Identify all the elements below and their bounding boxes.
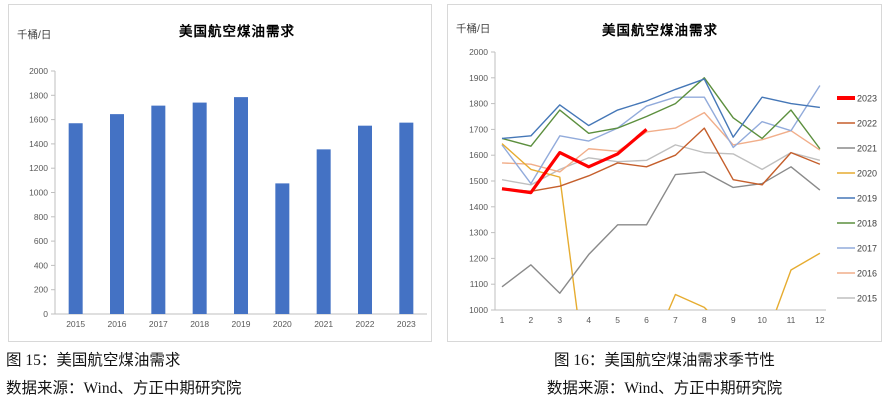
- legend-label-2015: 2015: [857, 294, 877, 304]
- legend-label-2020: 2020: [857, 169, 877, 179]
- figure-16-caption-source: 数据来源：Wind、方正中期研究院: [546, 380, 783, 397]
- bar-2019: [234, 97, 248, 314]
- y-tick-label: 1800: [469, 99, 488, 109]
- x-tick-label: 2018: [190, 319, 209, 329]
- y-tick-label: 400: [34, 260, 48, 270]
- y-tick-label: 1400: [29, 139, 48, 149]
- legend-label-2022: 2022: [857, 119, 877, 129]
- y-tick-label: 600: [34, 236, 48, 246]
- y-tick-label: 0: [43, 309, 48, 319]
- bar-2020: [275, 183, 290, 314]
- x-tick-label: 12: [815, 315, 825, 325]
- figure-16-caption: 图 16：美国航空煤油需求季节性 数据来源：Wind、方正中期研究院: [447, 347, 882, 403]
- x-tick-label: 5: [615, 315, 620, 325]
- figure-15-caption-title: 图 15：美国航空煤油需求: [6, 352, 181, 369]
- legend-label-2021: 2021: [857, 144, 877, 154]
- y-tick-label: 1200: [469, 253, 488, 263]
- y-tick-label: 1900: [469, 73, 488, 83]
- seasonal-demand-line-chart: 1000 1100 1200 1300 1400 1500 1600 1700 1800 1900…: [469, 47, 877, 325]
- legend-label-2016: 2016: [857, 269, 877, 279]
- x-tick-label: 2023: [397, 319, 416, 329]
- x-tick-label: 8: [702, 315, 707, 325]
- x-tick-label: 6: [644, 315, 649, 325]
- x-tick-label: 2019: [232, 319, 251, 329]
- x-tick-label: 2: [529, 315, 534, 325]
- y-tick-label: 1300: [469, 228, 488, 238]
- x-tick-label: 4: [586, 315, 591, 325]
- y-tick-label: 1000: [469, 305, 488, 315]
- series-line-2018: [501, 77, 821, 150]
- y-tick-label: 800: [34, 212, 48, 222]
- y-tick-label: 1200: [29, 163, 48, 173]
- bar-2023: [399, 122, 414, 314]
- y-tick-label: 2000: [469, 47, 488, 57]
- x-tick-label: 9: [731, 315, 736, 325]
- bar-2018: [192, 102, 207, 314]
- series-line-2016: [501, 111, 821, 173]
- bar-2021: [316, 149, 331, 314]
- series-line-2017: [501, 85, 821, 185]
- x-tick-label: 2017: [149, 319, 168, 329]
- series-group: [501, 77, 821, 310]
- series-line-2020: [501, 143, 821, 310]
- y-tick-label: 200: [34, 285, 48, 295]
- x-tick-label: 10: [757, 315, 767, 325]
- series-line-2023: [501, 128, 648, 195]
- series-line-2021: [501, 166, 821, 294]
- y-tick-label: 1600: [469, 150, 488, 160]
- legend-label-2023: 2023: [857, 94, 877, 104]
- y-tick-label: 1700: [469, 124, 488, 134]
- legend-label-2017: 2017: [857, 244, 877, 254]
- y-tick-label: 1000: [29, 188, 48, 198]
- y-tick-label: 1500: [469, 176, 488, 186]
- y-tick-label: 2000: [29, 66, 48, 76]
- figure-15-caption: 图 15：美国航空煤油需求 数据来源：Wind、方正中期研究院: [6, 347, 241, 403]
- bar-2016: [110, 114, 124, 314]
- bar-2022: [358, 125, 372, 314]
- x-tick-label: 2020: [273, 319, 292, 329]
- bar-2017: [151, 105, 166, 314]
- x-tick-label: 7: [673, 315, 678, 325]
- figure-15-chart-panel: 千桶/日 美国航空煤油需求 0 200 400 600 800 1000 1200 1400 1…: [8, 4, 432, 342]
- series-line-2019: [501, 78, 820, 140]
- left-y-axis-unit-label: 千桶/日: [17, 29, 52, 41]
- x-tick-label: 2016: [108, 319, 127, 329]
- legend-label-2019: 2019: [857, 194, 877, 204]
- figure-16-chart-panel: 千桶/日 美国航空煤油需求 1000 1100 1200 1300 1400 1500 16…: [447, 4, 882, 342]
- x-tick-label: 1: [500, 315, 505, 325]
- series-line-2022: [501, 127, 821, 193]
- figure-15-caption-source: 数据来源：Wind、方正中期研究院: [6, 380, 242, 397]
- figure-16-caption-title: 图 16：美国航空煤油需求季节性: [554, 352, 775, 369]
- series-line-2015: [501, 144, 821, 186]
- right-y-axis-unit-label: 千桶/日: [456, 23, 491, 35]
- x-tick-label: 2015: [66, 319, 85, 329]
- right-chart-title: 美国航空煤油需求: [602, 23, 718, 38]
- bar-2015: [68, 123, 83, 315]
- x-tick-label: 2022: [356, 319, 375, 329]
- y-tick-label: 1800: [29, 90, 48, 100]
- legend-label-2018: 2018: [857, 219, 877, 229]
- x-tick-label: 11: [787, 315, 796, 325]
- left-chart-title: 美国航空煤油需求: [179, 24, 295, 39]
- x-tick-label: 3: [557, 315, 562, 325]
- annual-demand-bar-chart: 0 200 400 600 800 1000 1200 1400 1600 1800 2000 201…: [29, 66, 427, 329]
- y-tick-label: 1100: [470, 279, 489, 289]
- x-tick-label: 2021: [314, 319, 333, 329]
- y-tick-label: 1400: [469, 202, 488, 212]
- y-tick-label: 1600: [29, 115, 48, 125]
